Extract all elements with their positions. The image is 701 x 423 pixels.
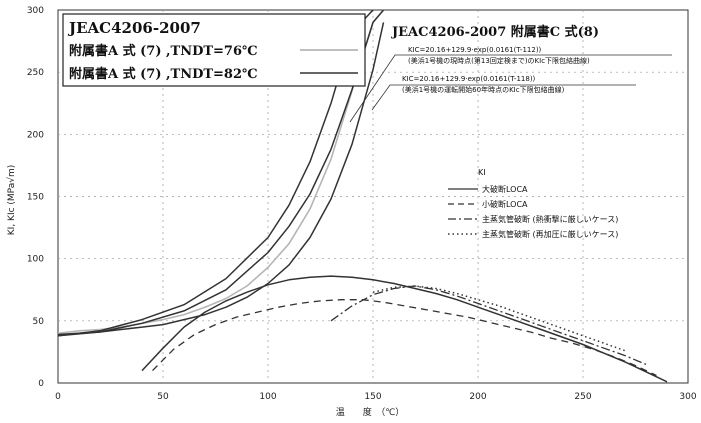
series-line-6 <box>330 285 647 365</box>
y-tick-label-0: 0 <box>38 379 44 389</box>
ticks: 0 50 100 150 200 250 300 0 50 100 150 200 250 300 <box>27 6 697 402</box>
method-legend-box: JEAC4206-2007 附属書A 式 (7) ,TNDT=76℃ 附属書A … <box>62 13 366 87</box>
series-line-0 <box>57 9 385 335</box>
ki-legend-title: KI <box>478 168 486 177</box>
ki-legend-label-3: 主蒸気管破断 (再加圧に厳しいケース) <box>482 229 618 239</box>
y-tick-label-1: 50 <box>33 317 45 327</box>
ki-legend-label-1: 小破断LOCA <box>482 199 528 209</box>
x-tick-label-3: 150 <box>364 392 381 402</box>
x-tick-label-5: 250 <box>574 392 591 402</box>
series-layer <box>57 9 668 383</box>
annotation-60yr-formula: KIC=20.16+129.9·exp(0.0161(T-118)) <box>402 75 536 83</box>
method-legend-line2: 附属書A 式 (7) ,TNDT=82℃ <box>69 66 258 82</box>
x-tick-label-6: 300 <box>679 392 696 402</box>
x-tick-label-4: 200 <box>469 392 486 402</box>
y-axis-label: KI, KIc (MPa√m) <box>6 165 17 235</box>
y-tick-label-5: 250 <box>27 68 44 78</box>
annotation-60yr: KIC=20.16+129.9·exp(0.0161(T-118)) (美浜1号… <box>371 75 636 111</box>
y-tick-label-2: 100 <box>27 255 44 265</box>
appendix-c-title: JEAC4206-2007 附属書C 式(8) <box>391 24 599 40</box>
annotation-current: KIC=20.16+129.9·exp(0.0161(T-112)) (美浜1号… <box>349 46 672 123</box>
annotation-60yr-leader <box>371 84 398 111</box>
series-line-1 <box>57 22 385 336</box>
x-tick-label-1: 50 <box>157 392 169 402</box>
x-tick-label-0: 0 <box>55 392 61 402</box>
ki-legend-label-0: 大破断LOCA <box>482 184 528 194</box>
annotation-current-formula: KIC=20.16+129.9·exp(0.0161(T-112)) <box>408 46 542 54</box>
ki-legend-label-2: 主蒸気管破断 (熱衝撃に厳しいケース) <box>482 214 618 224</box>
series-line-5 <box>152 299 657 377</box>
x-tick-label-2: 100 <box>259 392 276 402</box>
y-tick-label-6: 300 <box>27 6 44 16</box>
y-tick-label-4: 200 <box>27 130 44 140</box>
y-tick-label-3: 150 <box>27 193 44 203</box>
method-legend-title: JEAC4206-2007 <box>67 19 201 37</box>
annotation-current-note: (美浜1号機の現時点(第13回定検まで)のKIc下限包絡曲線) <box>408 56 590 65</box>
ki-legend: KI 大破断LOCA 小破断LOCA 主蒸気管破断 (熱衝撃に厳しいケース) 主… <box>448 168 618 239</box>
method-legend-line1: 附属書A 式 (7) ,TNDT=76℃ <box>69 43 258 59</box>
x-axis-label: 温 度 （℃） <box>336 406 405 418</box>
annotation-60yr-note: (美浜1号機の運転開始60年時点のKIc下限包絡曲線) <box>402 85 565 94</box>
annotation-current-leader <box>349 54 405 123</box>
series-line-7 <box>372 285 626 352</box>
grid <box>58 10 688 383</box>
